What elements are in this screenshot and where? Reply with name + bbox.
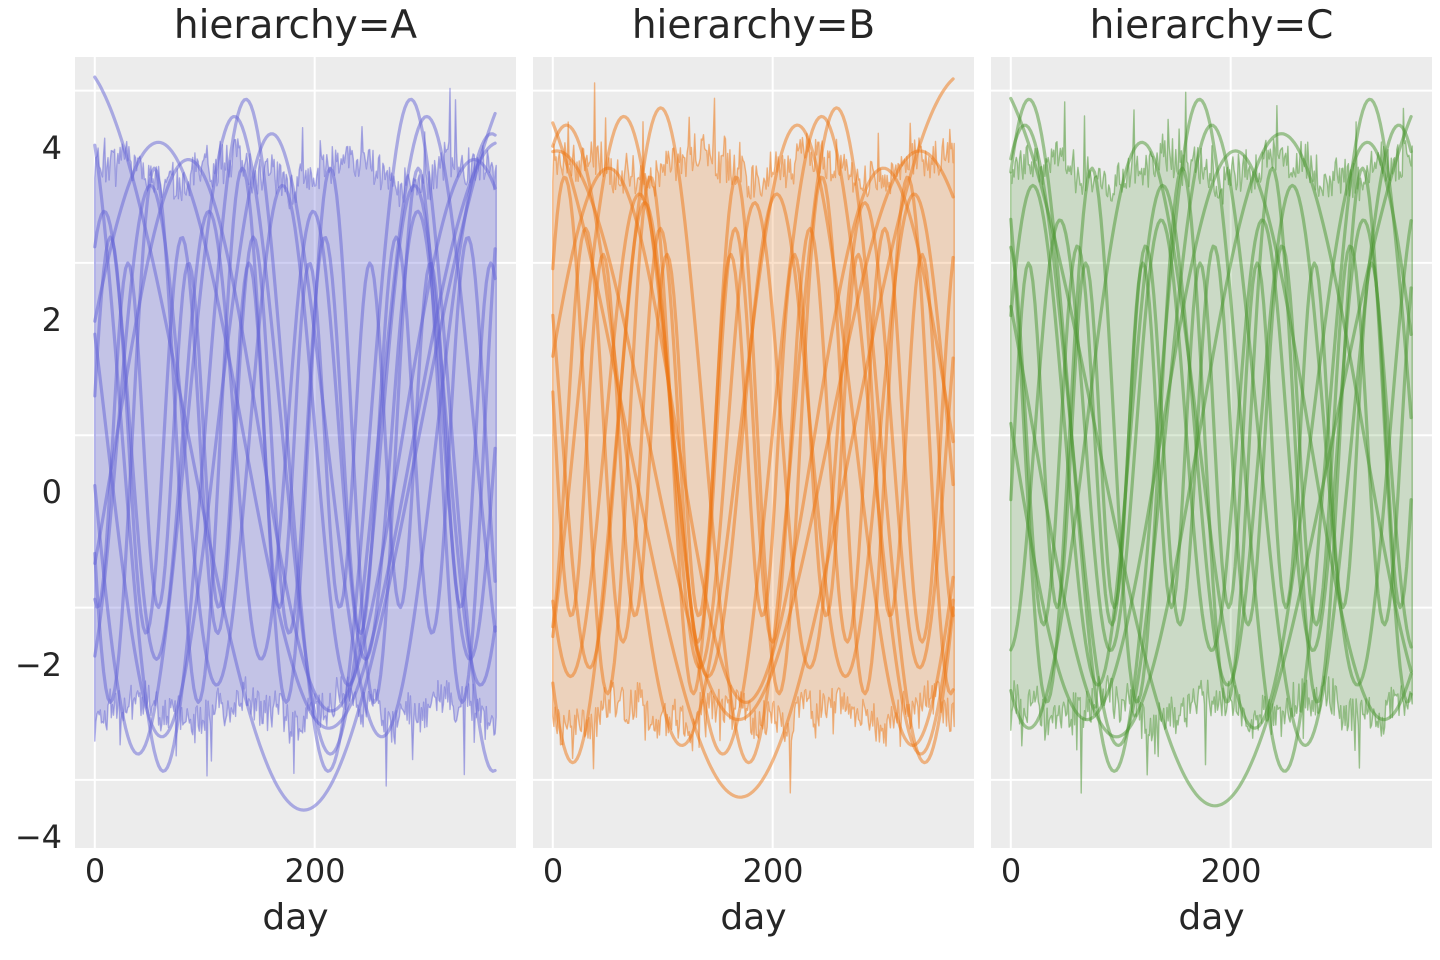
x-axis-label: day	[262, 897, 329, 938]
y-tick-label: 0	[41, 473, 62, 511]
x-tick-label: 200	[742, 852, 804, 890]
y-tick-label: 2	[41, 301, 62, 339]
facet-panel-a: hierarchy=A 0 200 day	[75, 0, 516, 960]
series-line	[551, 252, 955, 618]
facet-panel-b: hierarchy=B 0 200 day	[533, 0, 974, 960]
x-tick-label: 200	[284, 852, 346, 890]
series-line	[1009, 149, 1413, 722]
x-tick-label: 0	[542, 852, 564, 890]
x-axis-label: day	[1178, 897, 1245, 938]
y-axis: 4 2 0 −2 −4	[0, 57, 66, 856]
series-line	[1009, 183, 1413, 687]
series-line	[1009, 244, 1413, 627]
x-tick-label: 0	[84, 852, 106, 890]
y-tick-label: −2	[14, 646, 62, 684]
series-line	[93, 158, 497, 713]
facet-title-b: hierarchy=B	[631, 3, 876, 48]
facet-panel-c: hierarchy=C 0 200 day	[991, 0, 1432, 960]
series-line	[93, 183, 497, 687]
series-line	[551, 175, 955, 696]
plot-area-b	[533, 57, 974, 848]
series-line	[93, 261, 497, 610]
x-axis-label: day	[720, 897, 787, 938]
series-line	[93, 140, 497, 730]
series-line	[93, 235, 497, 635]
series-line	[1009, 261, 1413, 610]
y-tick-label: −4	[14, 818, 62, 856]
series-line	[551, 123, 955, 747]
series-line	[93, 132, 497, 739]
series-line	[93, 97, 497, 773]
series-line	[551, 226, 955, 644]
facet-title-c: hierarchy=C	[1089, 3, 1334, 48]
plot-area-c	[991, 57, 1432, 848]
facet-title-a: hierarchy=A	[173, 3, 418, 48]
series-line	[93, 114, 497, 756]
series-line	[1009, 123, 1413, 747]
y-tick-label: 4	[41, 129, 62, 167]
x-tick-label: 200	[1200, 852, 1262, 890]
series-line	[551, 166, 955, 704]
x-tick-label: 0	[1000, 852, 1022, 890]
plot-area-a	[75, 57, 516, 848]
series-line	[551, 114, 955, 756]
series-line	[93, 75, 497, 812]
series-line	[551, 149, 955, 722]
